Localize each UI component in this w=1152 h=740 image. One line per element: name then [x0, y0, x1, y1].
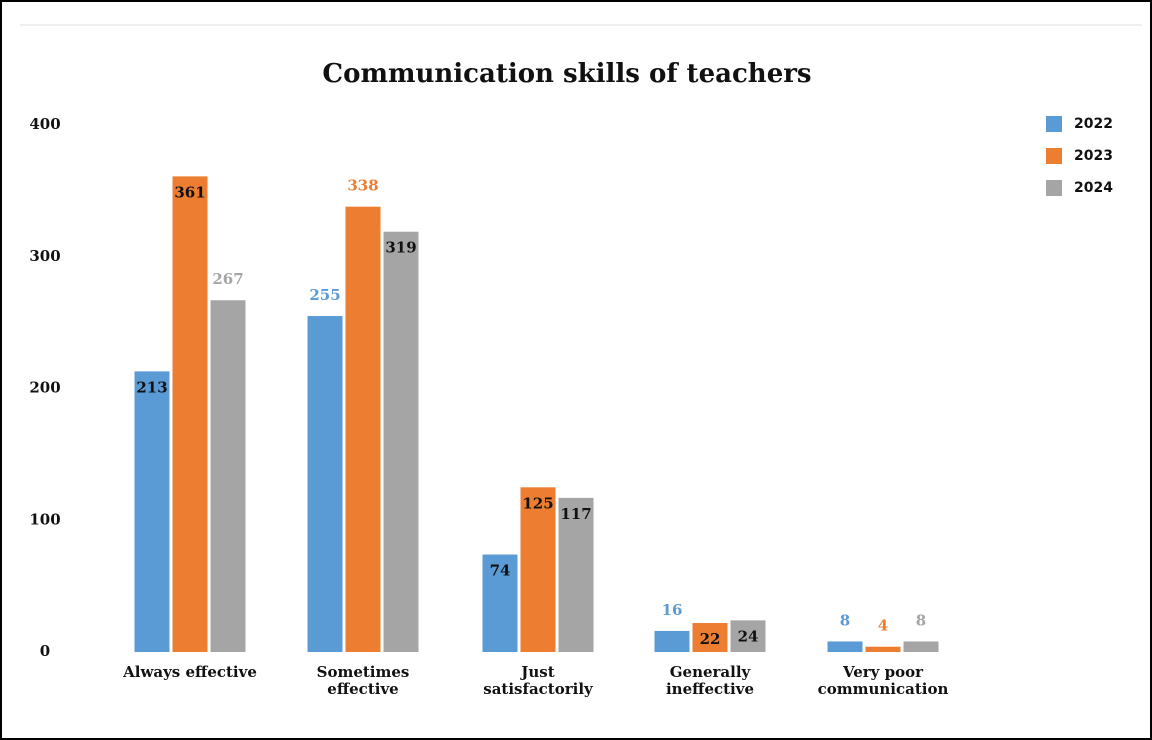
bar — [827, 641, 863, 652]
bar — [865, 646, 901, 652]
data-label: 16 — [662, 601, 683, 619]
y-tick-label: 200 — [29, 379, 60, 397]
data-label: 8 — [916, 611, 926, 629]
bar — [345, 206, 381, 652]
bar — [654, 630, 690, 652]
data-label: 22 — [700, 630, 721, 648]
y-tick-label: 0 — [40, 642, 50, 660]
bar — [134, 371, 170, 652]
x-tick-label: Generally ineffective — [665, 663, 755, 698]
x-tick-label: Just satisfactorily — [483, 663, 593, 698]
chart-title: Communication skills of teachers — [322, 59, 811, 89]
x-tick-label: Always effective — [123, 663, 257, 681]
bar — [210, 300, 246, 652]
data-label: 338 — [347, 177, 378, 195]
data-label: 24 — [738, 627, 759, 645]
legend-label: 2022 — [1074, 116, 1113, 132]
bar — [172, 176, 208, 652]
legend-swatch — [1046, 180, 1062, 196]
data-label: 213 — [136, 378, 167, 396]
data-label: 125 — [522, 494, 553, 512]
bar — [383, 231, 419, 652]
bar — [558, 497, 594, 652]
y-tick-label: 300 — [29, 247, 60, 265]
x-tick-label: Very poor communication — [817, 663, 949, 698]
bar — [730, 620, 766, 652]
data-label: 8 — [840, 611, 850, 629]
bar — [520, 487, 556, 652]
bar — [482, 554, 518, 652]
data-label: 117 — [560, 505, 591, 523]
legend-swatch — [1046, 116, 1062, 132]
legend-label: 2023 — [1074, 148, 1113, 164]
x-tick-label: Sometimes effective — [316, 663, 410, 698]
bar — [307, 316, 343, 652]
data-label: 267 — [212, 270, 243, 288]
y-tick-label: 100 — [29, 510, 60, 528]
legend-swatch — [1046, 148, 1062, 164]
bar — [903, 641, 939, 652]
legend-label: 2024 — [1074, 180, 1113, 196]
bar — [692, 623, 728, 652]
data-label: 319 — [385, 239, 416, 257]
data-label: 4 — [878, 617, 888, 635]
data-label: 74 — [490, 562, 511, 580]
data-label: 255 — [309, 286, 340, 304]
data-label: 361 — [174, 183, 205, 201]
y-tick-label: 400 — [29, 115, 60, 133]
